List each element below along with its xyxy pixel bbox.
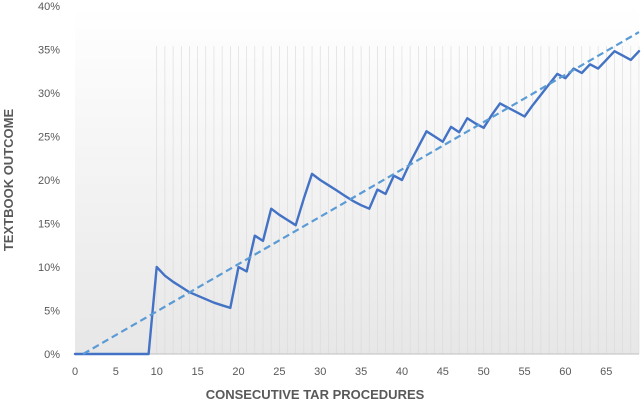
x-tick-label: 40 (396, 366, 408, 378)
y-tick-label: 15% (38, 219, 60, 231)
y-tick-label: 0% (44, 349, 60, 361)
y-tick-label: 5% (44, 306, 60, 318)
y-tick-label: 40% (38, 1, 60, 13)
series-group (73, 31, 641, 356)
y-tick-label: 30% (38, 88, 60, 100)
y-tick-label: 20% (38, 175, 60, 187)
plot-background (75, 6, 639, 354)
x-tick-label: 30 (314, 366, 326, 378)
x-tick-label: 50 (478, 366, 490, 378)
y-tick-label: 35% (38, 45, 60, 57)
x-axis-ticks: 0 5 10 15 20 25 30 35 40 45 50 55 60 65 (72, 366, 612, 378)
x-tick-label: 0 (72, 366, 78, 378)
trend-line (82, 31, 640, 355)
x-tick-label: 20 (232, 366, 244, 378)
x-axis-title: CONSECUTIVE TAR PROCEDURES (206, 387, 425, 402)
x-tick-label: 5 (113, 366, 119, 378)
y-axis-title: TEXTBOOK OUTCOME (1, 109, 16, 252)
x-tick-label: 55 (518, 366, 530, 378)
outcome-line (73, 50, 641, 356)
y-tick-label: 10% (38, 262, 60, 274)
y-axis-ticks: 0% 5% 10% 15% 20% 25% 30% 35% 40% (38, 1, 60, 361)
x-tick-label: 15 (191, 366, 203, 378)
y-tick-label: 25% (38, 132, 60, 144)
x-tick-label: 35 (355, 366, 367, 378)
x-tick-label: 25 (273, 366, 285, 378)
x-tick-label: 65 (600, 366, 612, 378)
x-tick-label: 60 (559, 366, 571, 378)
x-tick-label: 45 (437, 366, 449, 378)
x-tick-label: 10 (151, 366, 163, 378)
